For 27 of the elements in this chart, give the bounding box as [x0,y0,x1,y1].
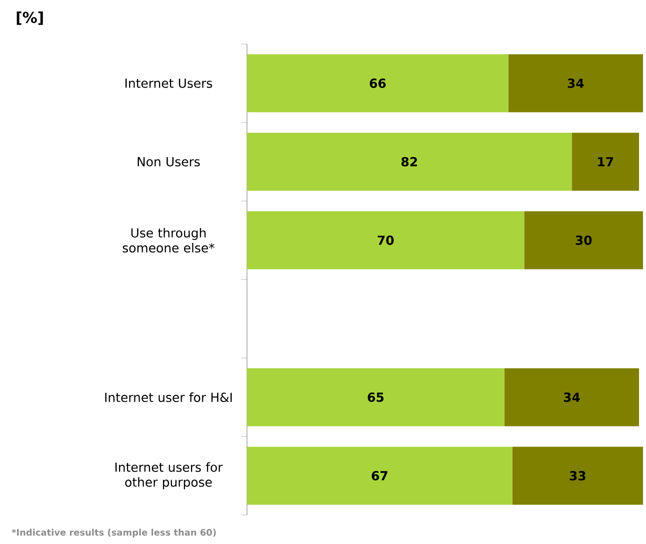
data-label: 34 [564,392,580,402]
y-tick-label: Internet user for H&I [105,392,232,402]
data-label: 17 [598,157,614,166]
bar [524,211,644,270]
data-label: 70 [378,236,394,245]
bar [247,132,572,191]
bar [504,368,640,426]
bar [247,54,508,112]
bar [247,211,524,270]
y-tick-label: Use through someone else* [122,228,214,253]
data-label: 66 [370,78,386,88]
data-label: 82 [401,157,417,166]
data-label: 34 [568,78,584,88]
text: [%] [16,12,43,25]
data-label: 67 [372,471,388,480]
data-label: 33 [570,471,586,480]
bar [512,446,644,505]
data-label: 65 [368,392,384,402]
bar [247,368,504,426]
y-tick-label: Non Users [138,157,200,166]
y-tick-label: Internet Users [125,78,212,88]
text: *Indicative results (sample less than 60) [12,528,216,538]
bar [508,54,644,112]
bar [247,446,512,505]
bar [572,132,640,191]
y-tick-label: Internet users for other purpose [115,462,223,490]
data-label: 30 [576,236,592,245]
